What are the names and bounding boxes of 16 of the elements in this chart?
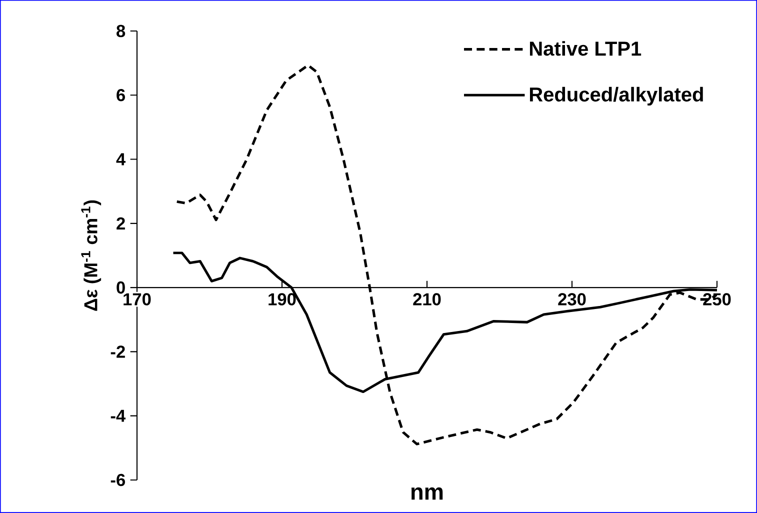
- y-tick-label: 0: [116, 281, 125, 294]
- y-tick-label: 6: [116, 88, 125, 102]
- x-axis-title: nm: [411, 487, 443, 500]
- x-tick-label: 190: [268, 293, 296, 306]
- legend-label: Reduced/alkylated: [530, 86, 703, 106]
- y-tick-label: 8: [116, 24, 126, 38]
- y-tick-label: -2: [110, 346, 125, 358]
- x-tick-label: 230: [558, 293, 586, 306]
- y-tick-label: 2: [116, 217, 125, 230]
- x-tick-label: 210: [413, 293, 441, 306]
- x-tick-label: 170: [124, 293, 151, 306]
- y-tick-label: -4: [110, 410, 126, 422]
- y-tick-label: -6: [110, 474, 125, 486]
- y-tick-label: 4: [116, 153, 126, 166]
- y-axis-title: Δε (M$^{-1}$ cm$^{-1}$): [81, 200, 102, 311]
- legend-label: Native LTP1: [530, 41, 642, 56]
